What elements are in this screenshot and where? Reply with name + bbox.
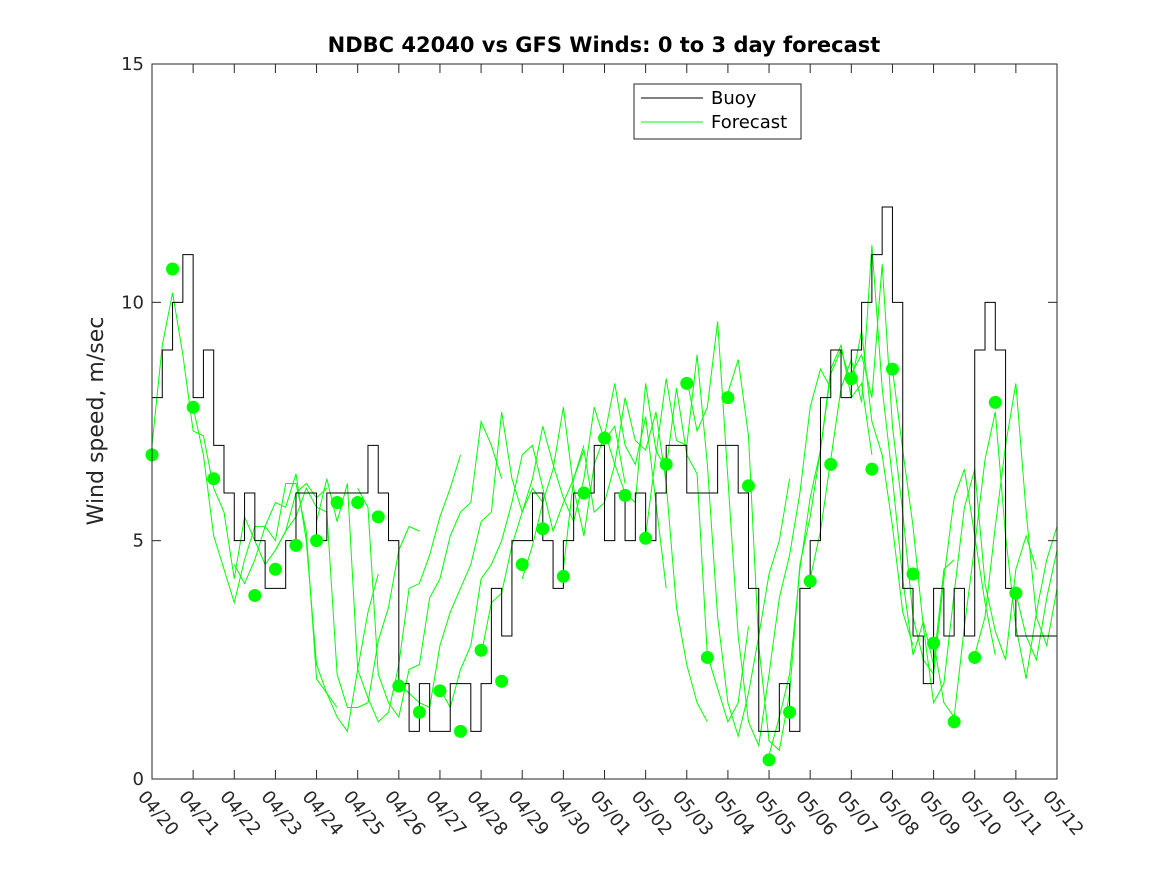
forecast-marker [556,569,570,583]
forecast-marker [207,472,221,486]
y-axis-label: Wind speed, m/sec [84,317,109,526]
forecast-marker [700,650,714,664]
forecast-marker [412,705,426,719]
forecast-run-line [439,444,585,709]
forecast-marker [248,588,262,602]
forecast-run-line [809,245,955,665]
forecast-run-line [1015,549,1057,662]
forecast-marker [289,538,303,552]
legend: Buoy Forecast [633,83,802,140]
forecast-run-line [645,354,791,738]
forecast-marker [433,684,447,698]
chart-title: NDBC 42040 vs GFS Winds: 0 to 3 day fore… [328,33,881,57]
forecast-marker [536,522,550,536]
forecast-marker [885,362,899,376]
y-axis: 0 5 10 15 [121,54,1057,790]
forecast-marker [906,567,920,581]
forecast-marker [474,643,488,657]
forecast-marker [865,462,879,476]
forecast-marker [680,376,694,390]
y-tick-label: 5 [133,531,144,552]
forecast-marker [371,510,385,524]
forecast-marker [762,753,776,767]
forecast-marker [659,457,673,471]
forecast-marker [824,457,838,471]
forecast-run-line [233,482,379,733]
forecast-run-line [480,407,626,656]
legend-box [633,83,802,140]
forecast-marker [721,391,735,405]
y-tick-label: 0 [133,769,144,790]
forecast-marker [947,715,961,729]
forecast-marker [598,431,611,445]
buoy-line [152,206,1057,732]
forecast-run-line [974,383,1057,656]
forecast-marker [166,262,180,276]
forecast-marker [741,479,755,493]
forecast-marker [186,400,200,414]
forecast-run-line [686,321,832,748]
legend-forecast-label: Forecast [711,112,787,133]
forecast-run-line [316,454,461,723]
forecast-marker [783,705,797,719]
forecast-marker [803,574,817,588]
forecast-run-line [357,419,503,719]
forecast-marker [1009,586,1023,600]
forecast-marker [639,531,653,545]
forecast-marker [330,496,344,510]
forecast-marker [351,496,365,510]
y-tick-label: 15 [121,54,144,75]
forecast-marker [968,650,982,664]
y-tick-label: 10 [121,292,144,313]
forecast-run-line [562,397,708,723]
forecast-marker [454,724,468,738]
legend-buoy-label: Buoy [711,88,757,109]
forecast-marker [618,488,632,502]
forecast-markers [145,262,1023,767]
forecast-marker [495,674,509,688]
forecast-marker [844,372,858,386]
forecast-marker [927,636,941,650]
forecast-marker [515,558,529,571]
forecast-marker [310,534,324,548]
forecast-marker [268,562,282,576]
forecast-marker [988,395,1002,409]
forecast-run-line [274,487,420,708]
forecast-marker [577,486,591,500]
forecast-run-line [398,411,544,709]
forecast-marker [392,679,406,693]
